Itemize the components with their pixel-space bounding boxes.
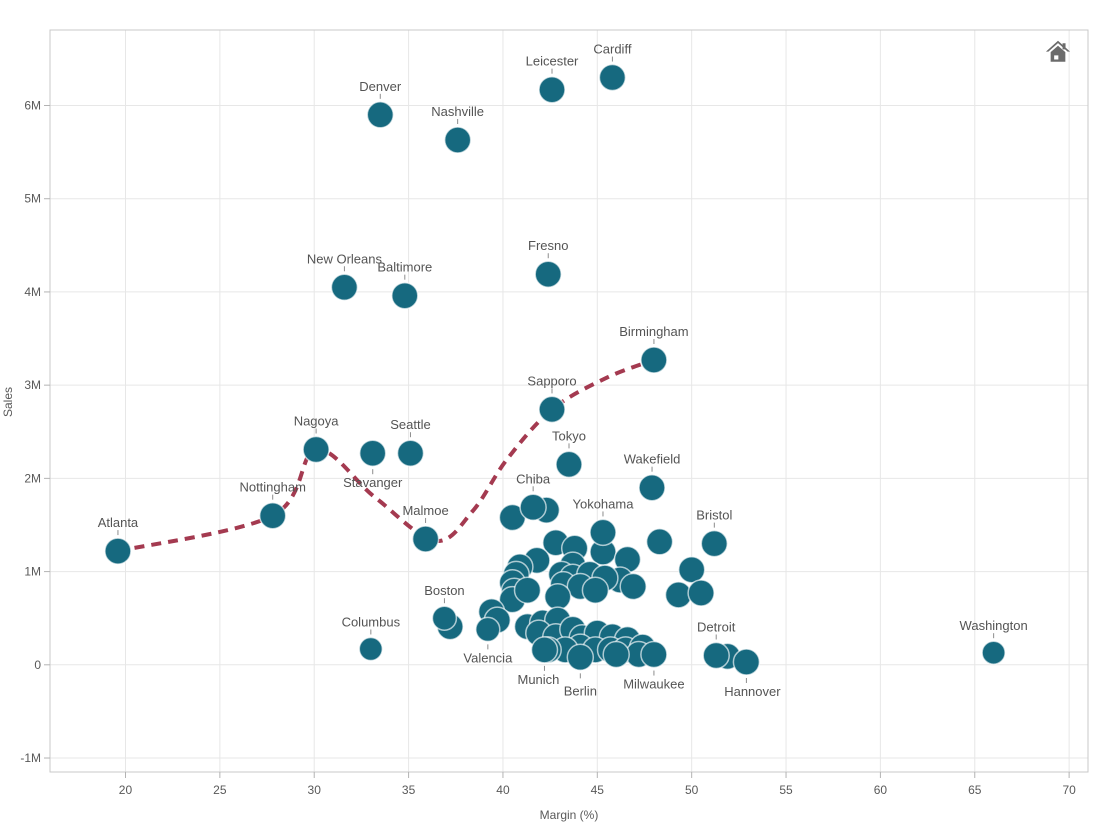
city-label: Hannover	[724, 684, 781, 699]
bubble-baltimore[interactable]	[391, 281, 419, 310]
city-label: Atlanta	[98, 515, 139, 530]
x-tick-label: 25	[213, 783, 227, 797]
bubble-cardiff[interactable]	[598, 63, 627, 92]
bubble[interactable]	[645, 528, 674, 556]
city-label: Sapporo	[527, 373, 576, 388]
x-tick-label: 30	[308, 783, 322, 797]
x-tick-label: 65	[968, 783, 982, 797]
y-tick-label: -1M	[20, 751, 41, 765]
city-label: Detroit	[697, 619, 736, 634]
bubble-boston[interactable]	[431, 605, 458, 631]
bubble-columbus[interactable]	[358, 636, 384, 662]
bubble-sapporo[interactable]	[538, 395, 566, 424]
x-tick-label: 60	[874, 783, 888, 797]
bubble-denver[interactable]	[366, 101, 395, 129]
city-label: Boston	[424, 583, 464, 598]
city-label: Tokyo	[552, 428, 586, 443]
bubble-tokyo[interactable]	[555, 450, 583, 479]
city-label: Birmingham	[619, 324, 688, 339]
city-label: Chiba	[516, 471, 551, 486]
bubble-malmoe[interactable]	[411, 525, 440, 553]
y-tick-label: 2M	[24, 471, 41, 485]
bubble-seattle[interactable]	[396, 439, 425, 467]
bubble-valencia[interactable]	[475, 616, 501, 643]
bubble-new-orleans[interactable]	[330, 273, 359, 302]
city-label: Baltimore	[377, 260, 432, 275]
bubble[interactable]	[543, 583, 572, 611]
plot-border	[49, 29, 1089, 773]
y-tick-label: 3M	[24, 378, 41, 392]
x-tick-label: 40	[496, 783, 510, 797]
city-label: Seattle	[390, 417, 430, 432]
bubble[interactable]	[513, 576, 542, 604]
city-label: Cardiff	[593, 42, 631, 57]
city-label: Malmoe	[402, 503, 448, 518]
x-tick-label: 70	[1062, 783, 1076, 797]
city-label: Bristol	[696, 508, 732, 523]
bubble-detroit[interactable]	[702, 641, 730, 670]
city-label: Milwaukee	[623, 677, 684, 692]
bubble[interactable]	[677, 555, 706, 584]
city-label: Nottingham	[239, 480, 305, 495]
bubble-hannover[interactable]	[732, 648, 761, 676]
city-label: Washington	[960, 618, 1028, 633]
bubble-wakefield[interactable]	[638, 473, 666, 502]
x-tick-label: 45	[591, 783, 605, 797]
x-axis-title: Margin (%)	[539, 808, 599, 822]
bubble-milwaukee[interactable]	[640, 640, 668, 669]
city-label: Denver	[359, 79, 402, 94]
x-tick-label: 50	[685, 783, 699, 797]
bubble-bristol[interactable]	[700, 529, 729, 558]
bubble-nottingham[interactable]	[258, 501, 287, 530]
bubble-nashville[interactable]	[443, 126, 472, 154]
x-tick-label: 20	[119, 783, 133, 797]
city-label: New Orleans	[307, 251, 383, 266]
y-tick-label: 5M	[24, 192, 41, 206]
city-label: Columbus	[342, 614, 401, 629]
bubble[interactable]	[602, 640, 630, 669]
city-label: Stavanger	[343, 475, 403, 490]
y-tick-label: 4M	[24, 285, 41, 299]
city-label: Leicester	[526, 54, 579, 69]
bubble-birmingham[interactable]	[640, 346, 668, 374]
bubble-leicester[interactable]	[538, 75, 566, 104]
city-label: Fresno	[528, 238, 568, 253]
x-tick-label: 55	[779, 783, 793, 797]
bubble-atlanta[interactable]	[104, 537, 132, 565]
bubble-yokohama[interactable]	[589, 518, 617, 547]
city-label: Munich	[518, 672, 560, 687]
bubble[interactable]	[619, 572, 647, 601]
city-label: Nagoya	[294, 413, 340, 428]
home-icon	[1045, 40, 1071, 62]
city-label: Nashville	[431, 104, 484, 119]
home-button[interactable]	[1042, 36, 1074, 68]
x-tick-label: 35	[402, 783, 416, 797]
y-tick-label: 1M	[24, 565, 41, 579]
bubble-berlin[interactable]	[566, 643, 595, 672]
city-label: Wakefield	[624, 452, 681, 467]
y-tick-label: 0	[34, 658, 41, 672]
bubble-fresno[interactable]	[534, 260, 562, 288]
bubble-munich[interactable]	[530, 636, 559, 664]
city-label: Yokohama	[572, 496, 634, 511]
bubble-washington[interactable]	[981, 640, 1006, 665]
bubble[interactable]	[687, 579, 715, 607]
bubble-stavanger[interactable]	[358, 439, 387, 467]
bubble-chiba[interactable]	[519, 493, 547, 522]
city-label: Berlin	[564, 683, 597, 698]
y-tick-label: 6M	[24, 99, 41, 113]
bubble-nagoya[interactable]	[302, 435, 330, 464]
bubble[interactable]	[581, 576, 610, 604]
city-label: Valencia	[463, 650, 513, 665]
